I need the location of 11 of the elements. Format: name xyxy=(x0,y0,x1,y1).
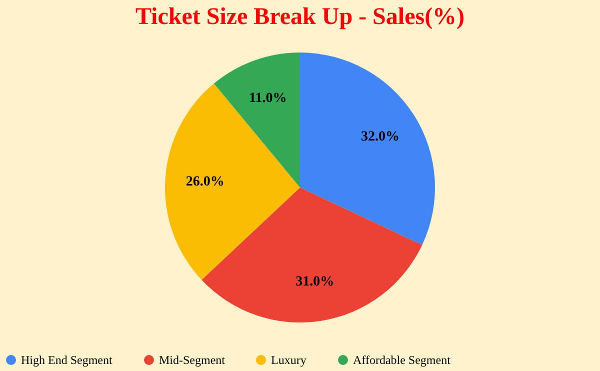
legend-label: Mid-Segment xyxy=(159,353,226,367)
data-label: 11.0% xyxy=(248,91,287,106)
data-label: 31.0% xyxy=(296,274,334,290)
pie-slice xyxy=(300,52,435,245)
legend-label: Affordable Segment xyxy=(353,353,452,367)
data-label: 26.0% xyxy=(186,174,224,190)
pie-slice xyxy=(202,188,422,322)
data-label: 32.0% xyxy=(360,130,400,145)
legend-label: Luxury xyxy=(271,353,306,367)
legend-label: High End Segment xyxy=(21,353,113,367)
chart-title: Ticket Size Break Up - Sales(%) xyxy=(135,4,465,30)
